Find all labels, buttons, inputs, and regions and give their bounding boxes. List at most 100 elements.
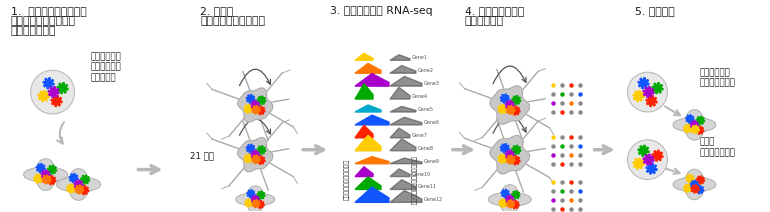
Polygon shape: [390, 191, 422, 202]
Polygon shape: [498, 154, 507, 163]
Polygon shape: [646, 163, 657, 174]
Polygon shape: [390, 158, 422, 164]
Polygon shape: [251, 101, 259, 109]
Polygon shape: [24, 159, 68, 190]
Polygon shape: [236, 186, 275, 212]
Polygon shape: [390, 55, 410, 60]
Polygon shape: [673, 110, 716, 140]
Text: コリン
作動性神経細胞: コリン 作動性神経細胞: [699, 138, 735, 157]
Polygon shape: [511, 201, 519, 209]
Text: Gene9: Gene9: [424, 159, 440, 164]
Text: Gene6: Gene6: [424, 120, 440, 125]
Polygon shape: [390, 106, 416, 112]
Polygon shape: [501, 189, 510, 198]
Polygon shape: [490, 86, 530, 124]
Polygon shape: [390, 76, 422, 86]
Polygon shape: [256, 201, 264, 208]
Polygon shape: [355, 63, 381, 73]
Text: Gene8: Gene8: [418, 146, 434, 151]
Polygon shape: [257, 191, 265, 199]
Polygon shape: [652, 150, 663, 161]
Polygon shape: [390, 128, 410, 138]
Polygon shape: [355, 105, 381, 112]
Polygon shape: [686, 115, 694, 123]
Polygon shape: [695, 126, 704, 134]
Polygon shape: [500, 144, 510, 153]
Text: グルタミン酸
作動性神経細胞: グルタミン酸 作動性神経細胞: [699, 68, 735, 88]
Text: Gene3: Gene3: [424, 81, 440, 86]
Polygon shape: [257, 96, 266, 105]
Text: 5. 検証実験: 5. 検証実験: [634, 6, 675, 16]
Polygon shape: [74, 180, 83, 189]
Polygon shape: [256, 156, 265, 164]
Polygon shape: [695, 186, 704, 194]
Text: 多重化された
外来転写因子
ライブラリ: 多重化された 外来転写因子 ライブラリ: [91, 52, 122, 82]
Text: 1.  細胞に外来転写因子: 1. 細胞に外来転写因子: [11, 6, 86, 16]
Polygon shape: [355, 53, 373, 60]
Polygon shape: [512, 96, 521, 105]
Polygon shape: [511, 156, 520, 165]
Polygon shape: [507, 200, 514, 208]
Polygon shape: [505, 100, 514, 109]
Polygon shape: [244, 105, 253, 113]
Text: 取り込ませる: 取り込ませる: [11, 25, 56, 36]
Text: 2. 細胞の: 2. 細胞の: [200, 6, 233, 16]
Polygon shape: [500, 94, 510, 103]
Circle shape: [31, 70, 75, 114]
Circle shape: [628, 72, 668, 112]
Polygon shape: [355, 135, 381, 151]
Polygon shape: [355, 187, 389, 202]
Polygon shape: [633, 158, 644, 169]
Polygon shape: [499, 199, 507, 207]
Text: Gene4: Gene4: [412, 94, 428, 99]
Polygon shape: [252, 155, 260, 164]
Polygon shape: [355, 125, 373, 138]
Text: Gene2: Gene2: [418, 68, 434, 73]
Polygon shape: [511, 106, 520, 115]
Polygon shape: [684, 184, 691, 192]
Polygon shape: [390, 180, 416, 190]
Polygon shape: [390, 139, 416, 151]
Polygon shape: [488, 185, 531, 212]
Polygon shape: [511, 191, 520, 199]
Polygon shape: [355, 177, 381, 190]
Text: Gene10: Gene10: [412, 172, 431, 177]
Polygon shape: [51, 96, 62, 106]
Polygon shape: [355, 157, 389, 164]
Polygon shape: [696, 176, 705, 184]
Polygon shape: [691, 185, 699, 193]
Polygon shape: [643, 87, 654, 98]
Polygon shape: [696, 116, 705, 124]
Polygon shape: [246, 95, 255, 103]
Polygon shape: [512, 145, 521, 154]
Text: 外来性転写因子のレベル: 外来性転写因子のレベル: [344, 159, 350, 200]
Text: Gene1: Gene1: [412, 55, 428, 60]
Polygon shape: [506, 105, 515, 114]
Polygon shape: [36, 163, 45, 173]
Polygon shape: [251, 195, 259, 203]
Polygon shape: [81, 175, 89, 184]
Polygon shape: [256, 106, 265, 115]
Text: をウイルスを用いて: をウイルスを用いて: [11, 16, 75, 26]
Polygon shape: [48, 165, 57, 174]
Polygon shape: [633, 91, 644, 102]
Circle shape: [628, 140, 668, 180]
Polygon shape: [247, 190, 255, 198]
Polygon shape: [673, 169, 716, 200]
Polygon shape: [686, 174, 694, 183]
Polygon shape: [691, 125, 699, 133]
Polygon shape: [390, 87, 410, 99]
Polygon shape: [390, 169, 410, 177]
Polygon shape: [390, 66, 416, 73]
Polygon shape: [38, 91, 49, 102]
Polygon shape: [67, 184, 75, 193]
Polygon shape: [506, 155, 515, 164]
Polygon shape: [57, 83, 68, 93]
Polygon shape: [646, 96, 657, 106]
Polygon shape: [691, 180, 698, 189]
Text: Gene12: Gene12: [424, 197, 443, 202]
Polygon shape: [57, 169, 100, 200]
Polygon shape: [490, 135, 530, 174]
Polygon shape: [505, 150, 514, 159]
Polygon shape: [245, 199, 253, 207]
